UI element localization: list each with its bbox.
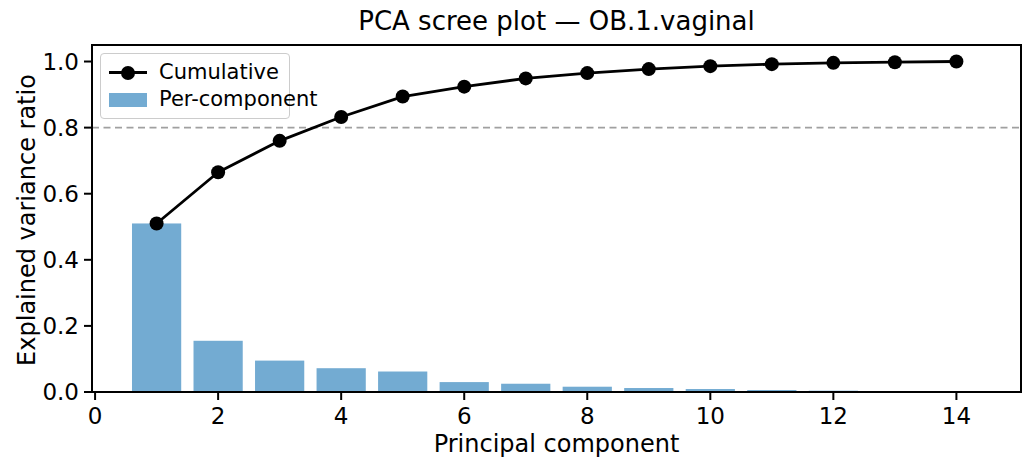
x-tick-label: 2 xyxy=(211,403,226,429)
y-tick-label: 0.6 xyxy=(42,181,79,207)
y-tick-label: 1.0 xyxy=(42,49,79,75)
data-point xyxy=(580,66,594,80)
pca-scree-plot-figure: PCA scree plot — OB.1.vaginal 0246810121… xyxy=(0,0,1036,470)
bar xyxy=(255,361,304,392)
data-point xyxy=(765,57,779,71)
bar xyxy=(378,372,427,392)
data-point xyxy=(642,62,656,76)
x-tick-label: 4 xyxy=(334,403,349,429)
x-axis-label: Principal component xyxy=(92,430,1021,458)
x-tick-label: 10 xyxy=(696,403,725,429)
x-tick-label: 6 xyxy=(457,403,472,429)
cumulative-line-marker-icon xyxy=(109,66,147,80)
y-tick-label: 0.0 xyxy=(42,379,79,405)
bar xyxy=(501,384,550,392)
bar xyxy=(440,382,489,392)
per-component-swatch-icon xyxy=(109,93,147,107)
data-point xyxy=(457,80,471,94)
bar xyxy=(132,223,181,392)
x-tick-label: 14 xyxy=(942,403,971,429)
data-point xyxy=(826,56,840,70)
data-point xyxy=(273,134,287,148)
data-point xyxy=(396,90,410,104)
legend-label-per-component: Per-component xyxy=(159,89,318,110)
bar xyxy=(194,341,243,392)
legend-item-cumulative: Cumulative xyxy=(109,62,279,83)
y-tick-label: 0.4 xyxy=(42,247,79,273)
data-point xyxy=(888,55,902,69)
x-tick-label: 8 xyxy=(580,403,595,429)
legend-item-per-component: Per-component xyxy=(109,89,279,110)
data-point xyxy=(703,59,717,73)
bar xyxy=(317,368,366,392)
y-axis-label: Explained variance ratio xyxy=(13,70,41,370)
y-tick-label: 0.2 xyxy=(42,313,79,339)
data-point xyxy=(150,216,164,230)
data-point xyxy=(949,55,963,69)
legend: Cumulative Per-component xyxy=(100,53,290,119)
x-tick-label: 0 xyxy=(88,403,103,429)
x-tick-label: 12 xyxy=(819,403,848,429)
data-point xyxy=(211,165,225,179)
legend-label-cumulative: Cumulative xyxy=(159,62,279,83)
data-point xyxy=(519,71,533,85)
data-point xyxy=(334,110,348,124)
y-tick-label: 0.8 xyxy=(42,115,79,141)
